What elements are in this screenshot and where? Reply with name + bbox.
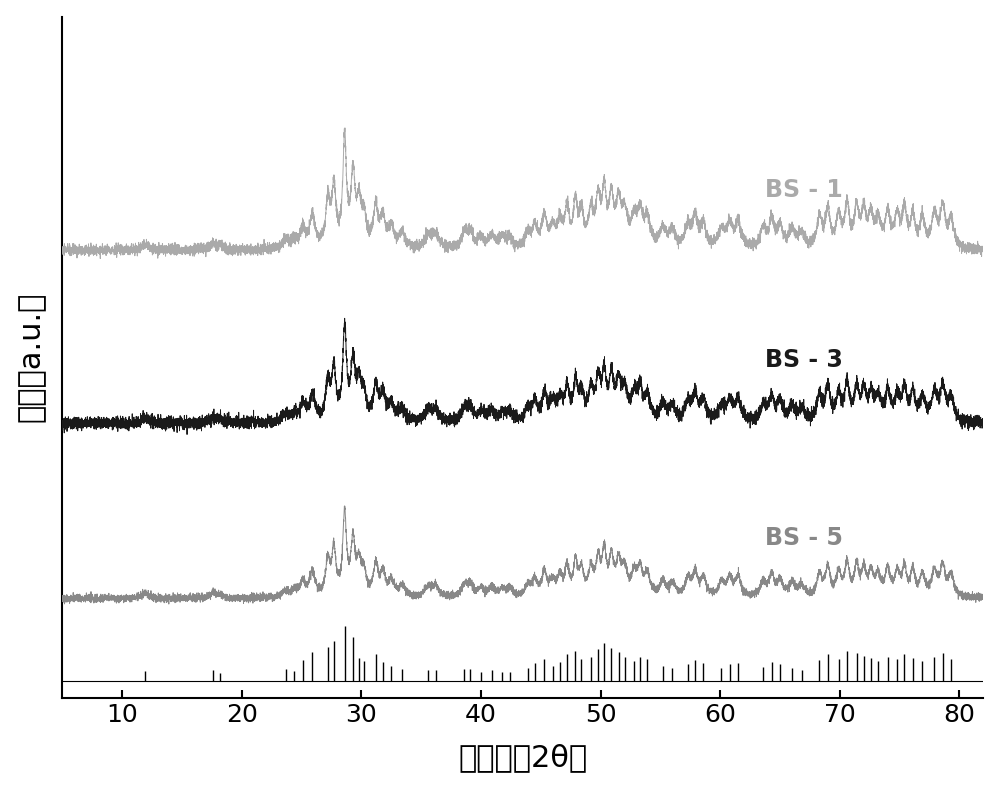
Text: BS - 5: BS - 5 bbox=[765, 526, 843, 550]
Y-axis label: 强度（a.u.）: 强度（a.u.） bbox=[17, 292, 46, 422]
Text: BS - 1: BS - 1 bbox=[765, 178, 843, 203]
X-axis label: 角度　（2θ）: 角度 （2θ） bbox=[458, 743, 587, 772]
Text: BS - 3: BS - 3 bbox=[765, 348, 843, 372]
